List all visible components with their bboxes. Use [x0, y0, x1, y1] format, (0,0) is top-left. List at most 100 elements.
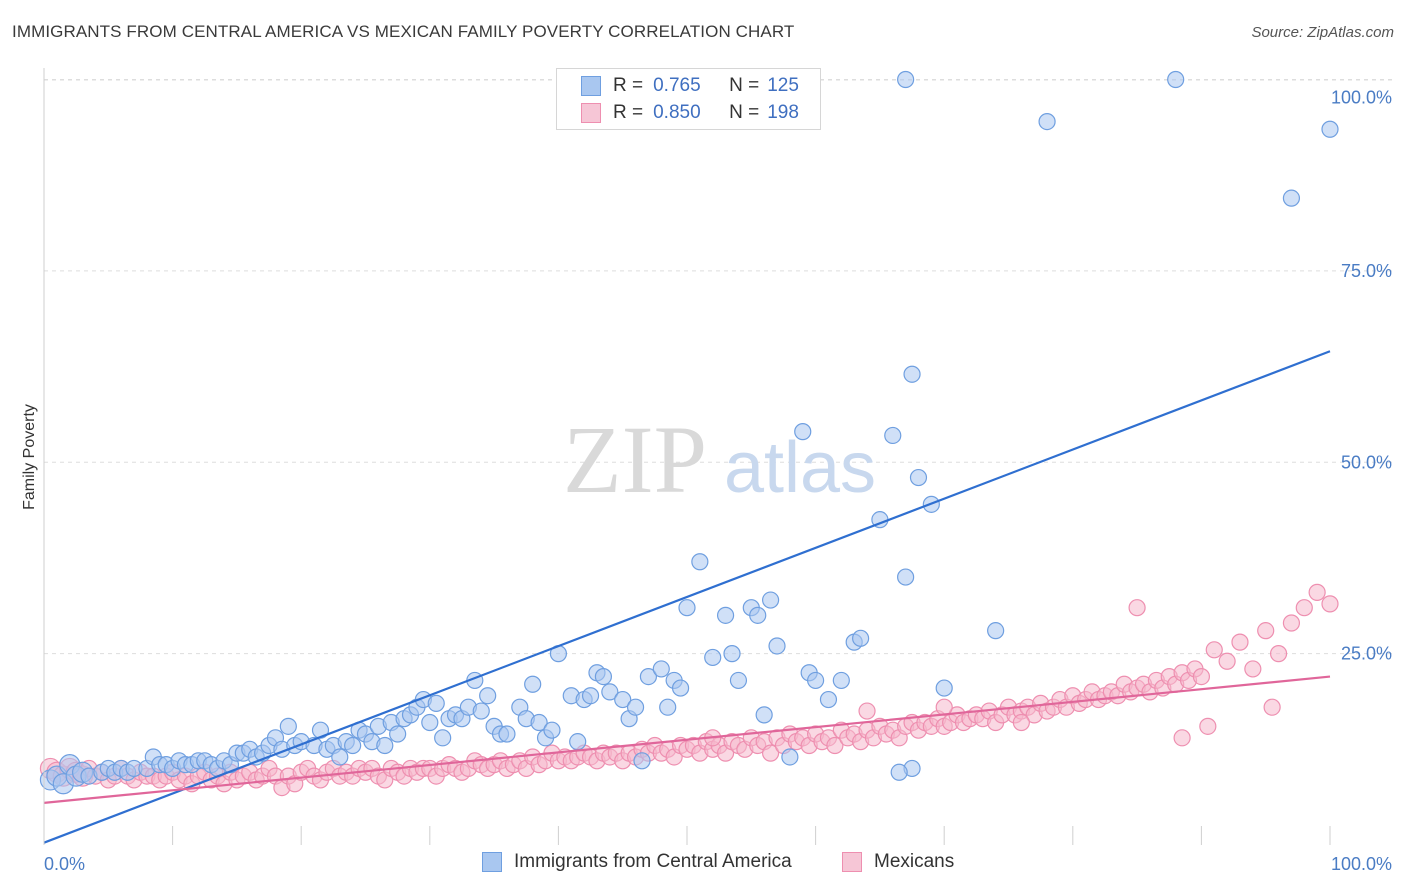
central-america-point: [819, 690, 838, 709]
mexicans-point: [826, 736, 844, 755]
y-axis-label: Family Poverty: [21, 404, 38, 510]
mexicans-point: [1218, 652, 1236, 670]
r-value: 0.850: [653, 102, 701, 123]
central-america-point: [723, 645, 741, 663]
central-america-point: [903, 365, 921, 383]
mexicans-point: [1205, 641, 1223, 659]
central-america-point: [749, 606, 767, 624]
central-america-point: [781, 748, 799, 766]
legend-swatch-blue: [482, 852, 502, 872]
mexicans-point: [1308, 583, 1326, 601]
mexicans-point: [1128, 599, 1146, 617]
n-value: 125: [767, 75, 799, 96]
central-america-point: [530, 713, 548, 732]
mexicans-point: [1173, 729, 1191, 747]
central-america-point: [678, 599, 696, 617]
central-america-point: [479, 687, 497, 705]
mexicans-trend-line: [43, 675, 1331, 804]
central-america-point: [671, 679, 690, 697]
mexicans-point: [1295, 599, 1313, 617]
central-america-point: [987, 622, 1005, 640]
central-america-point: [543, 721, 561, 739]
central-america-point: [472, 702, 490, 720]
y-tick-label: 25.0%: [1341, 644, 1392, 664]
mexicans-point: [1199, 717, 1217, 735]
central-america-point: [626, 698, 645, 716]
central-america-point: [594, 667, 613, 686]
central-america-point: [639, 667, 658, 686]
grid-layer: [44, 79, 1392, 655]
legend-swatch-pink: [581, 103, 601, 123]
central-america-point: [852, 629, 870, 647]
central-america-point: [581, 687, 600, 705]
legend-label: Immigrants from Central America: [514, 851, 792, 872]
watermark-zip: ZIP: [563, 406, 707, 513]
x-tick-label: 0.0%: [44, 854, 85, 874]
axis-layer: 25.0% 50.0% 75.0% 100.0% 0.0% 100.0%: [43, 68, 1392, 874]
central-america-point: [806, 671, 825, 690]
mexicans-point: [1269, 645, 1288, 663]
source-label: Source: ZipAtlas.com: [1251, 24, 1394, 41]
central-america-point: [633, 752, 651, 770]
r-value: 0.765: [653, 75, 701, 96]
legend-swatch-pink: [842, 852, 862, 872]
central-america-point: [794, 423, 812, 441]
mexicans-point: [1192, 667, 1211, 686]
watermark: ZIP atlas: [563, 406, 876, 513]
central-america-point: [691, 553, 709, 571]
central-america-point: [279, 717, 297, 735]
central-america-point: [704, 648, 722, 667]
mexicans-point: [858, 702, 876, 720]
central-america-point: [1167, 70, 1185, 89]
r-label: R =: [613, 75, 644, 96]
mexicans-point: [761, 744, 780, 762]
mexicans-point: [1012, 713, 1030, 732]
legend-label: Mexicans: [874, 851, 955, 872]
central-america-point: [434, 729, 452, 747]
y-tick-label: 75.0%: [1341, 261, 1392, 281]
legend-item-central-america: Immigrants from Central America: [482, 851, 792, 873]
central-america-point: [897, 568, 915, 586]
central-america-point: [659, 698, 677, 716]
y-tick-label: 100.0%: [1331, 88, 1392, 108]
mexicans-point: [1282, 614, 1301, 632]
n-label: N =: [729, 102, 760, 123]
central-america-point: [331, 748, 349, 766]
central-america-point: [716, 606, 735, 624]
central-america-point: [890, 763, 908, 781]
central-america-point: [389, 725, 407, 743]
central-america-point: [768, 637, 786, 655]
legend-row-central-america: R = 0.765 N = 125: [581, 73, 799, 99]
central-america-point: [427, 694, 445, 712]
legend-swatch-blue: [581, 76, 601, 96]
central-america-point: [344, 736, 362, 755]
central-america-point: [897, 70, 915, 89]
central-america-point: [729, 671, 748, 690]
legend-item-mexicans: Mexicans: [842, 851, 954, 873]
central-america-point: [614, 690, 632, 709]
central-america-point: [832, 671, 850, 690]
legend-row-mexicans: R = 0.850 N = 198: [581, 100, 799, 126]
central-america-point: [935, 679, 953, 697]
central-america-point: [652, 660, 670, 678]
r-label: R =: [613, 102, 644, 123]
x-tick-label: 100.0%: [1331, 854, 1392, 874]
central-america-point: [909, 468, 928, 487]
mexicans-point: [935, 698, 953, 716]
n-label: N =: [729, 75, 760, 96]
mexicans-point: [1231, 633, 1249, 651]
central-america-point: [524, 675, 542, 693]
central-america-point: [1321, 120, 1339, 138]
mexicans-point: [1257, 622, 1275, 640]
chart-title: IMMIGRANTS FROM CENTRAL AMERICA VS MEXIC…: [12, 22, 795, 41]
central-america-point: [761, 591, 780, 609]
central-america-point: [755, 706, 773, 724]
y-tick-label: 50.0%: [1341, 452, 1392, 472]
watermark-atlas: atlas: [724, 428, 876, 508]
central-america-point: [601, 683, 619, 701]
central-america-point: [1282, 189, 1301, 207]
mexicans-point: [1321, 595, 1339, 613]
series-legend: Immigrants from Central America Mexicans: [0, 851, 1406, 879]
central-america-point: [884, 426, 902, 445]
